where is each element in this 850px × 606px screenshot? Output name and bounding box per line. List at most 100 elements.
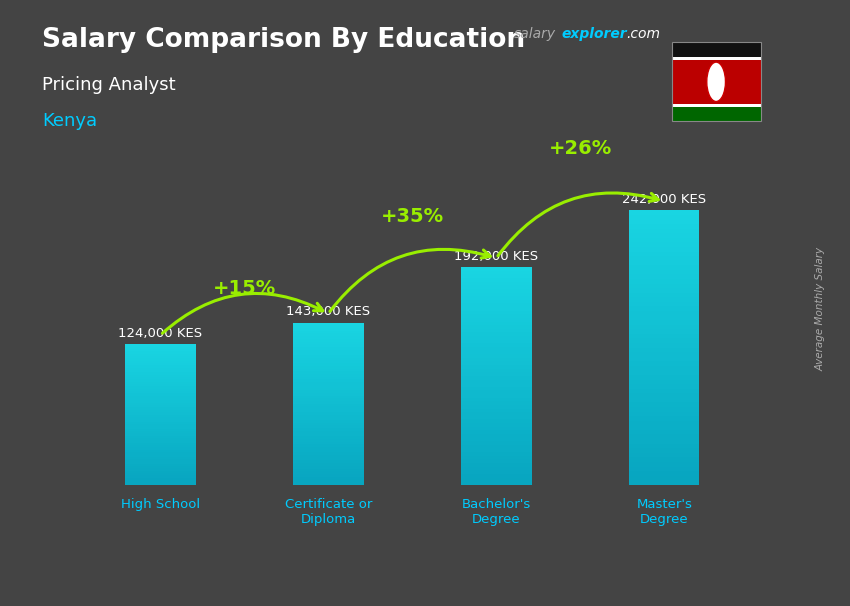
Bar [461,333,531,336]
Bar [293,474,364,477]
Bar [629,302,700,307]
Bar [461,478,531,481]
Bar [293,436,364,439]
Bar [293,382,364,385]
Bar [293,333,364,336]
Bar [293,458,364,461]
Bar [125,375,196,377]
Text: Average Monthly Salary: Average Monthly Salary [815,247,825,371]
Bar [293,325,364,328]
Bar [125,363,196,365]
Bar [293,344,364,347]
Bar [461,408,531,412]
Bar [461,401,531,405]
Bar [629,448,700,453]
Text: +35%: +35% [381,207,444,225]
Bar [293,374,364,377]
Bar [293,412,364,415]
Bar [125,442,196,445]
Bar [125,405,196,407]
Bar [293,479,364,482]
Bar [125,353,196,356]
Bar [461,315,531,318]
Bar [125,433,196,436]
Bar [293,336,364,339]
Bar [461,394,531,398]
Bar [629,444,700,448]
Bar [125,422,196,424]
Bar [629,279,700,284]
Bar [461,358,531,361]
Bar [629,480,700,485]
Bar [461,405,531,408]
Bar [125,410,196,412]
Bar [461,456,531,459]
Bar [293,420,364,422]
Bar [125,407,196,410]
Bar [125,415,196,417]
Text: Pricing Analyst: Pricing Analyst [42,76,176,94]
Bar [293,455,364,458]
Bar [461,423,531,427]
Bar [629,370,700,375]
Bar [629,293,700,298]
Bar [293,371,364,374]
Bar [125,361,196,363]
Bar [125,358,196,361]
Bar [461,318,531,322]
Bar [461,463,531,467]
Bar [293,328,364,331]
Bar [125,445,196,447]
Bar [629,288,700,293]
Bar [293,433,364,436]
Bar [125,457,196,459]
Bar [293,350,364,353]
Bar [629,384,700,389]
Bar [125,382,196,384]
Bar [125,461,196,464]
Bar [125,431,196,433]
Bar [293,368,364,371]
Bar [293,377,364,379]
Bar [461,307,531,311]
Bar [293,407,364,409]
Bar [125,480,196,482]
Bar [629,251,700,256]
Bar [125,419,196,422]
Bar [461,481,531,485]
Bar [629,352,700,357]
Bar [461,296,531,300]
Bar [461,474,531,478]
Bar [125,372,196,375]
Bar [629,343,700,348]
Bar [125,356,196,358]
Text: Kenya: Kenya [42,112,98,130]
Bar [125,476,196,478]
Bar [125,459,196,461]
Bar [461,285,531,289]
Bar [125,464,196,466]
Bar [461,376,531,379]
Bar [629,366,700,370]
Bar [293,452,364,455]
Bar [125,441,196,442]
Bar [293,347,364,350]
Bar [293,444,364,447]
Bar [629,219,700,224]
Bar [125,426,196,428]
Bar [461,278,531,282]
Text: .com: .com [626,27,660,41]
Bar [629,453,700,458]
Bar [629,242,700,247]
Bar [461,383,531,387]
Bar [461,304,531,307]
Bar [629,458,700,462]
Bar [461,470,531,474]
Bar [629,389,700,393]
Bar [629,407,700,411]
Bar [293,415,364,418]
Bar [461,434,531,438]
Bar [461,398,531,401]
Bar [293,398,364,401]
Bar [629,339,700,343]
